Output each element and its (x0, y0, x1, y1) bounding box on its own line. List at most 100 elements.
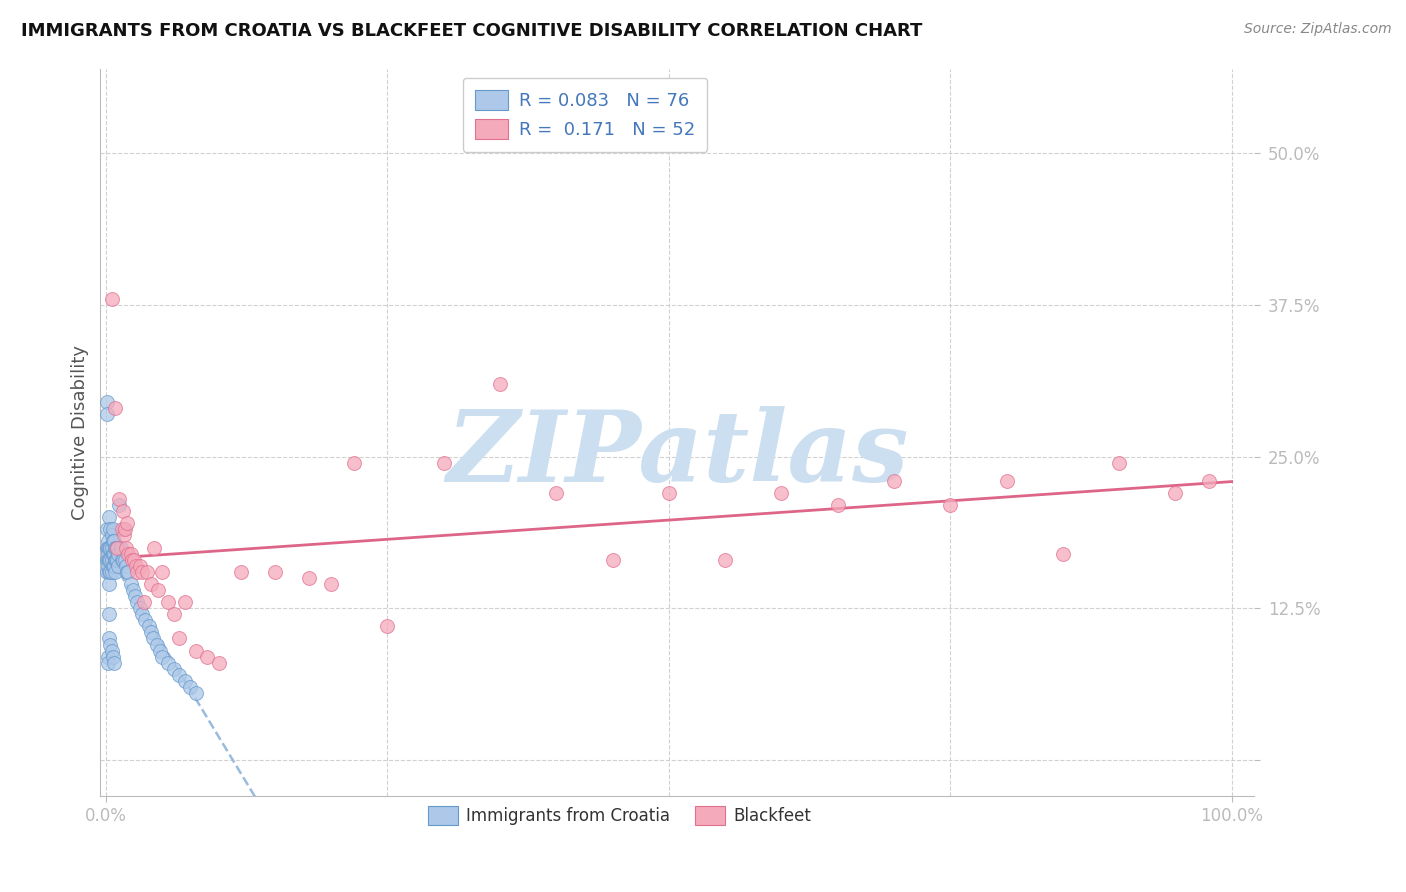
Point (121, 552, 143, 566)
Point (101, 522, 124, 536)
Point (117, 565, 139, 579)
Text: IMMIGRANTS FROM CROATIA VS BLACKFEET COGNITIVE DISABILITY CORRELATION CHART: IMMIGRANTS FROM CROATIA VS BLACKFEET COG… (21, 22, 922, 40)
Point (107, 558, 129, 573)
Text: Source: ZipAtlas.com: Source: ZipAtlas.com (1244, 22, 1392, 37)
Point (100, 528, 122, 542)
Point (167, 668, 190, 682)
Point (111, 552, 134, 566)
Point (105, 541, 128, 555)
Point (104, 552, 127, 566)
Point (433, 456, 456, 470)
Point (124, 589, 146, 603)
Point (108, 491, 131, 506)
Point (100, 565, 122, 579)
Point (105, 541, 128, 555)
Point (156, 656, 179, 670)
Point (96, 522, 118, 536)
Point (103, 558, 125, 573)
Point (115, 541, 138, 555)
Point (96, 565, 118, 579)
Point (138, 619, 160, 633)
Point (179, 680, 201, 694)
Point (125, 558, 148, 573)
Point (97, 552, 120, 566)
Point (134, 613, 156, 627)
Point (122, 582, 145, 597)
Point (105, 541, 128, 555)
Point (100, 292, 122, 306)
Point (127, 595, 149, 609)
Point (97, 541, 120, 555)
Point (150, 565, 173, 579)
Point (100, 541, 122, 555)
Point (100, 552, 122, 566)
Point (297, 571, 319, 585)
Point (184, 643, 207, 657)
Point (602, 552, 624, 566)
Point (112, 522, 135, 536)
Point (120, 577, 142, 591)
Point (117, 565, 139, 579)
Point (103, 534, 125, 549)
Point (101, 534, 124, 549)
Point (134, 595, 156, 609)
Point (546, 486, 568, 500)
Point (128, 558, 150, 573)
Point (96, 552, 118, 566)
Point (111, 522, 134, 536)
Point (111, 552, 134, 566)
Point (207, 656, 229, 670)
Point (100, 541, 122, 555)
Point (122, 552, 145, 566)
Point (104, 401, 127, 415)
Point (377, 619, 399, 633)
Point (827, 498, 849, 512)
Point (145, 638, 167, 652)
Point (117, 547, 139, 561)
Point (98, 632, 121, 646)
Legend: Immigrants from Croatia, Blackfeet: Immigrants from Croatia, Blackfeet (418, 797, 821, 835)
Point (98, 565, 121, 579)
Point (229, 565, 252, 579)
Point (100, 552, 122, 566)
Point (939, 498, 962, 512)
Point (98, 541, 121, 555)
Point (105, 552, 128, 566)
Point (143, 541, 166, 555)
Point (139, 577, 162, 591)
Point (100, 522, 122, 536)
Point (1164, 486, 1187, 500)
Point (96, 395, 118, 409)
Point (114, 522, 136, 536)
Point (108, 498, 131, 512)
Point (162, 607, 184, 622)
Point (97, 656, 120, 670)
Point (101, 558, 124, 573)
Point (112, 528, 135, 542)
Point (135, 565, 157, 579)
Point (343, 456, 366, 470)
Point (167, 632, 190, 646)
Point (1052, 547, 1074, 561)
Point (115, 558, 138, 573)
Point (770, 486, 793, 500)
Point (98, 577, 121, 591)
Point (139, 625, 162, 640)
Point (1108, 456, 1130, 470)
Point (128, 601, 150, 615)
Point (110, 541, 132, 555)
Point (162, 662, 184, 676)
Point (98, 607, 121, 622)
Point (142, 632, 165, 646)
Point (97, 649, 120, 664)
Point (184, 686, 207, 700)
Point (98, 552, 121, 566)
Point (489, 376, 512, 391)
Point (1198, 474, 1220, 488)
Point (156, 595, 179, 609)
Point (100, 643, 122, 657)
Point (195, 649, 218, 664)
Text: ZIPatlas: ZIPatlas (446, 406, 908, 502)
Point (103, 547, 125, 561)
Point (173, 595, 195, 609)
